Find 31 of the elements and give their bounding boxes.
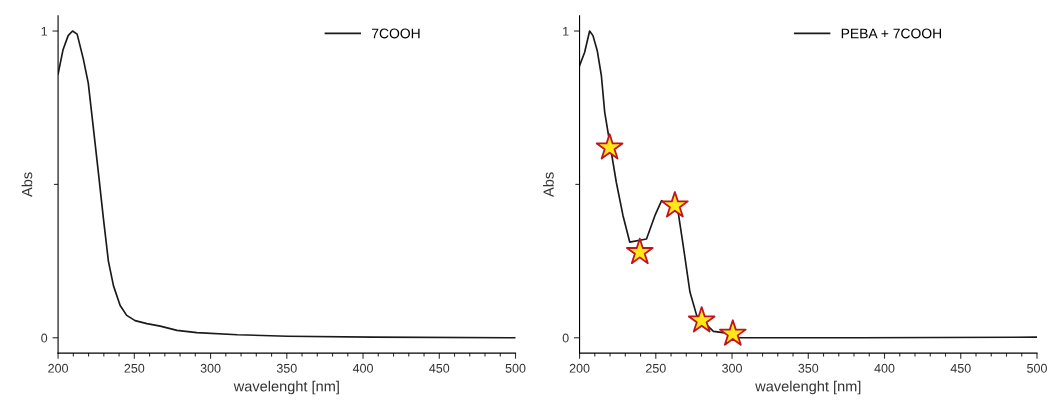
y-axis-title: Abs: [21, 172, 33, 197]
point: [687, 306, 716, 333]
x-tick-label: 300: [200, 363, 221, 373]
x-tick-label: 450: [429, 363, 450, 373]
y-tick-label: 0: [41, 333, 48, 343]
y-tick-label: 1: [41, 26, 48, 36]
x-tick-label: 400: [874, 363, 895, 373]
x-tick-label: 500: [1027, 363, 1047, 373]
x-tick-label: 250: [646, 363, 666, 373]
line-series: [58, 30, 516, 339]
legend-label: PEBA + 7COOH: [841, 28, 942, 39]
x-axis-title: wavelenght [nm]: [233, 380, 339, 395]
legend-label: 7COOH: [372, 28, 420, 39]
x-tick-label: 500: [505, 363, 526, 373]
point: [719, 319, 747, 346]
y-tick-label: 1: [563, 26, 569, 36]
x-axis-title: wavelenght [nm]: [755, 380, 861, 395]
y-axis-title: Abs: [543, 172, 554, 197]
line-series: [579, 30, 1037, 339]
x-tick-label: 450: [950, 363, 971, 373]
point: [661, 191, 689, 218]
x-tick-label: 350: [798, 363, 819, 373]
x-tick-label: 400: [352, 363, 373, 373]
point: [595, 133, 624, 160]
point: [626, 237, 654, 265]
x-tick-label: 250: [124, 363, 145, 373]
x-tick-label: 200: [569, 363, 590, 373]
x-tick-label: 300: [722, 363, 742, 373]
y-tick-label: 0: [562, 333, 569, 343]
x-tick-label: 350: [276, 363, 297, 373]
x-tick-label: 200: [48, 363, 69, 373]
